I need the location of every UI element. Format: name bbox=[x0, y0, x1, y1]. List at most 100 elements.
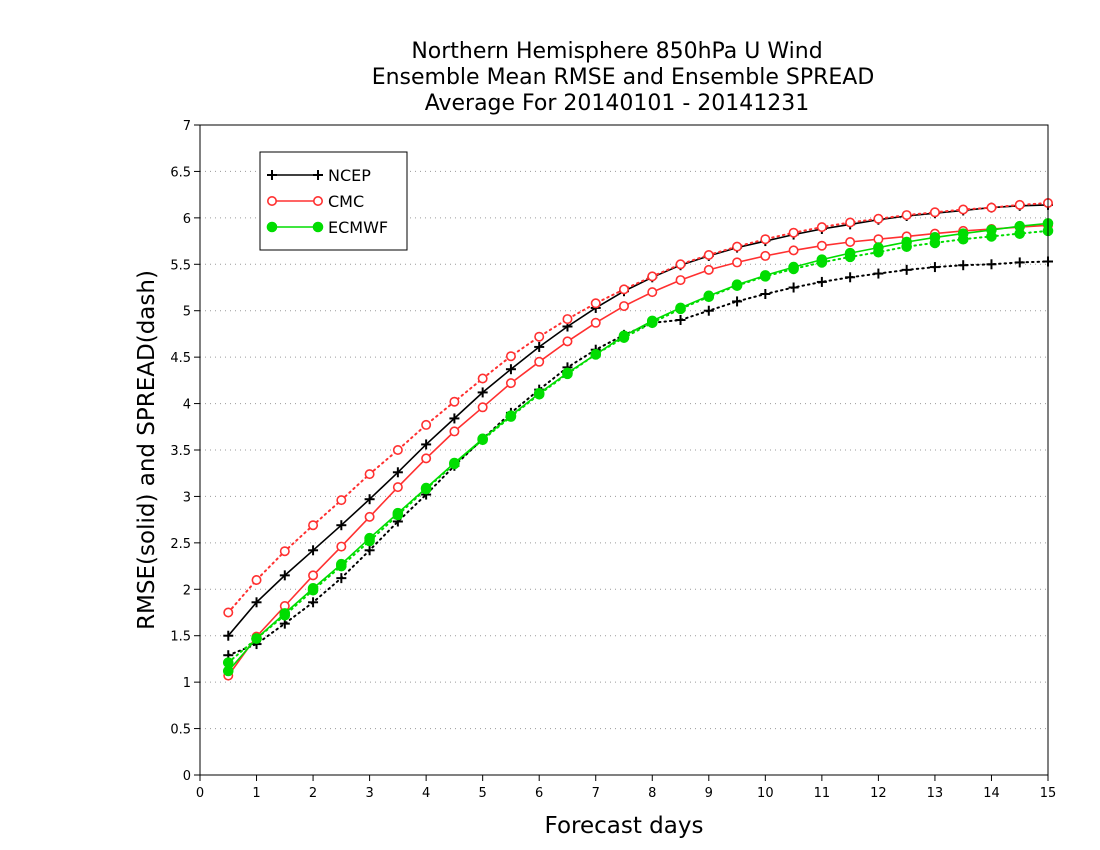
x-tick-label: 8 bbox=[648, 786, 656, 801]
cmc-spread-point bbox=[534, 331, 545, 342]
y-tick-label: 1 bbox=[183, 676, 191, 691]
ncep-spread-point bbox=[845, 272, 856, 283]
x-tick-label: 4 bbox=[422, 786, 430, 801]
cmc-rmse-point bbox=[675, 275, 686, 286]
x-tick-label: 12 bbox=[870, 786, 887, 801]
cmc-spread-line bbox=[227, 202, 1049, 614]
ncep-rmse-point bbox=[223, 630, 234, 641]
ecmwf-rmse-point bbox=[788, 261, 799, 273]
cmc-spread-point bbox=[364, 469, 375, 480]
y-tick-label: 2.5 bbox=[170, 537, 191, 552]
cmc-spread-point bbox=[901, 210, 912, 221]
ecmwf-rmse-point bbox=[816, 254, 828, 265]
cmc-spread-point bbox=[421, 419, 432, 430]
legend-label-ncep: NCEP bbox=[328, 166, 371, 185]
ncep-spread-point bbox=[873, 268, 884, 279]
cmc-rmse-point bbox=[449, 426, 460, 437]
cmc-rmse-series bbox=[223, 220, 1054, 681]
x-tick-label: 9 bbox=[705, 786, 713, 801]
ecmwf-rmse-point bbox=[533, 388, 545, 399]
cmc-rmse-point bbox=[788, 245, 799, 256]
cmc-spread-point bbox=[845, 217, 856, 228]
legend-marker bbox=[313, 170, 323, 180]
ecmwf-rmse-point bbox=[279, 608, 291, 619]
y-tick-label: 6.5 bbox=[170, 165, 191, 180]
ecmwf-rmse-point bbox=[929, 232, 941, 243]
x-tick-label: 7 bbox=[592, 786, 600, 801]
y-tick-label: 0.5 bbox=[170, 723, 191, 738]
ncep-spread-point bbox=[788, 282, 799, 293]
ncep-rmse-point bbox=[421, 439, 432, 450]
ecmwf-rmse-point bbox=[675, 302, 686, 314]
gridlines bbox=[200, 170, 1048, 730]
ncep-rmse-point bbox=[534, 341, 545, 352]
cmc-rmse-point bbox=[392, 482, 403, 493]
ncep-spread-point bbox=[308, 597, 319, 608]
ncep-spread-series bbox=[223, 256, 1053, 661]
y-tick-label: 2 bbox=[183, 583, 191, 598]
ncep-rmse-series bbox=[223, 199, 1053, 641]
y-tick-label: 7 bbox=[183, 119, 191, 134]
title-line-2: Ensemble Mean RMSE and Ensemble SPREAD bbox=[372, 65, 875, 90]
cmc-spread-point bbox=[788, 227, 799, 238]
y-tick-label: 6 bbox=[183, 212, 191, 227]
ecmwf-rmse-point bbox=[364, 532, 375, 544]
ecmwf-rmse-point bbox=[392, 507, 404, 519]
ecmwf-rmse-point bbox=[618, 330, 630, 342]
title-line-1: Northern Hemisphere 850hPa U Wind bbox=[411, 39, 822, 64]
cmc-rmse-point bbox=[590, 317, 601, 328]
legend-label-cmc: CMC bbox=[328, 192, 364, 211]
cmc-spread-point bbox=[392, 444, 403, 455]
x-tick-label: 5 bbox=[479, 786, 487, 801]
ncep-rmse-point bbox=[477, 387, 488, 398]
ncep-spread-point bbox=[703, 305, 714, 316]
x-axis-ticks: 0 1 2 3 4 5 6 7 8 9 10 11 12 13 14 15 bbox=[196, 775, 1056, 801]
ecmwf-rmse-point bbox=[1014, 220, 1026, 232]
y-axis-ticks: 0 0.5 1 1.5 2 2.5 3 3.5 4 4.5 5 5.5 6 6.5 7 bbox=[170, 119, 200, 784]
ncep-rmse-point bbox=[308, 545, 319, 556]
cmc-spread-point bbox=[505, 351, 516, 362]
cmc-spread-point bbox=[760, 234, 771, 245]
cmc-rmse-point bbox=[477, 402, 488, 413]
cmc-spread-point bbox=[873, 213, 884, 224]
cmc-rmse-point bbox=[308, 570, 319, 581]
x-tick-label: 1 bbox=[252, 786, 260, 801]
cmc-rmse-point bbox=[760, 250, 771, 261]
x-tick-label: 11 bbox=[814, 786, 831, 801]
cmc-rmse-point bbox=[421, 453, 432, 464]
ncep-rmse-line bbox=[227, 204, 1049, 637]
ncep-spread-point bbox=[760, 289, 771, 299]
ncep-rmse-point bbox=[336, 520, 347, 531]
cmc-spread-point bbox=[279, 546, 290, 557]
cmc-spread-point bbox=[251, 574, 262, 585]
cmc-spread-point bbox=[703, 250, 714, 261]
cmc-rmse-point bbox=[336, 541, 347, 552]
ecmwf-spread-series bbox=[222, 225, 1054, 668]
cmc-rmse-point bbox=[534, 356, 545, 367]
y-tick-label: 1.5 bbox=[170, 630, 191, 645]
ecmwf-rmse-point bbox=[251, 633, 262, 644]
x-tick-label: 13 bbox=[927, 786, 944, 801]
chart-title: Northern Hemisphere 850hPa U Wind Ensemb… bbox=[372, 39, 875, 116]
y-tick-label: 3 bbox=[183, 490, 191, 505]
cmc-spread-point bbox=[732, 241, 743, 252]
cmc-rmse-point bbox=[845, 237, 856, 248]
ecmwf-rmse-point bbox=[646, 315, 658, 327]
cmc-spread-point bbox=[449, 396, 460, 407]
ncep-rmse-point bbox=[449, 413, 460, 424]
ncep-spread-point bbox=[929, 262, 940, 273]
ecmwf-rmse-point bbox=[505, 410, 517, 421]
legend-marker bbox=[312, 196, 323, 207]
cmc-rmse-point bbox=[618, 301, 629, 312]
legend-item-cmc: CMC bbox=[266, 192, 364, 211]
cmc-spread-point bbox=[223, 607, 234, 618]
cmc-rmse-point bbox=[873, 234, 884, 245]
cmc-spread-point bbox=[675, 259, 686, 270]
ecmwf-rmse-point bbox=[222, 665, 234, 677]
ncep-rmse-point bbox=[392, 467, 403, 478]
x-tick-label: 14 bbox=[983, 786, 1000, 801]
ecmwf-rmse-point bbox=[420, 482, 432, 494]
ecmwf-rmse-point bbox=[703, 290, 715, 302]
legend-label-ecmwf: ECMWF bbox=[328, 218, 388, 237]
legend-marker bbox=[312, 221, 324, 233]
